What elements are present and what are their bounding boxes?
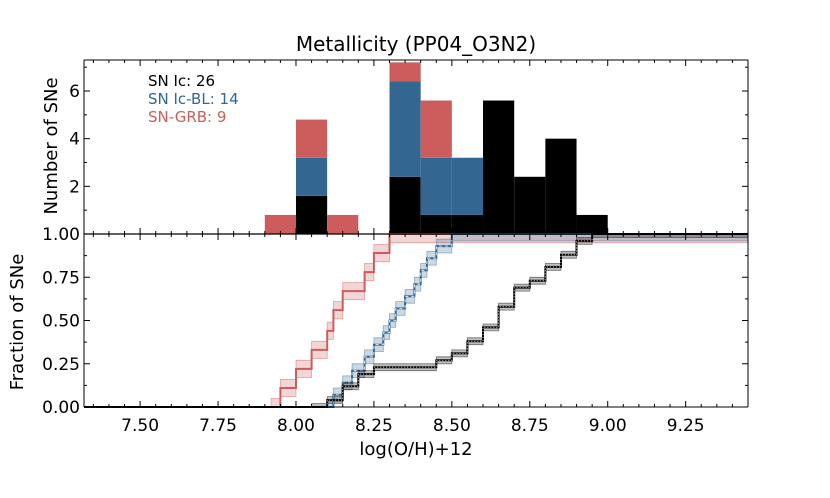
bottom-ytick-label: 0.00 xyxy=(42,398,80,418)
bar-sn-ic-8 xyxy=(514,176,546,234)
xtick-label: 8.00 xyxy=(277,416,315,436)
bottom-ytick-label: 0.75 xyxy=(42,268,80,288)
series-sn-ic-bl xyxy=(295,81,484,215)
xtick-label: 9.25 xyxy=(667,416,705,436)
bottom-ytick-label: 0.50 xyxy=(42,312,80,332)
bottom-ytick-label: 0.25 xyxy=(42,355,80,375)
top-y-axis-label: Number of SNe xyxy=(41,77,62,214)
bar-sn-ic-bl-4 xyxy=(389,81,421,177)
legend-entry-sn-ic: SN Ic: 26 xyxy=(148,72,215,90)
series-sn-grb xyxy=(264,62,452,234)
top-ytick-label: 2 xyxy=(69,177,80,197)
bar-sn-ic-4 xyxy=(389,176,421,234)
bar-sn-grb-5 xyxy=(420,100,452,158)
bar-sn-grb-1 xyxy=(295,119,328,158)
bottom-y-axis-label: Fraction of SNe xyxy=(7,254,28,391)
x-axis-label: log(O/H)+12 xyxy=(359,439,472,460)
top-ytick-label: 6 xyxy=(69,82,80,102)
bar-sn-ic-7 xyxy=(483,100,515,235)
xtick-label: 9.00 xyxy=(589,416,627,436)
bar-sn-grb-0 xyxy=(264,214,296,234)
bar-sn-grb-4 xyxy=(389,62,421,82)
xtick-label: 8.25 xyxy=(355,416,393,436)
bar-sn-ic-9 xyxy=(545,138,577,234)
cumulative-plot: 0.00 0.25 0.50 0.75 1.00 7.50 7.75 8.00 8.25 8.50… xyxy=(42,225,749,436)
bar-sn-ic-6 xyxy=(451,214,484,234)
legend-entry-sn-ic-bl: SN Ic-BL: 14 xyxy=(148,90,239,108)
series-sn-ic xyxy=(295,100,608,235)
bar-sn-grb-2 xyxy=(327,214,359,234)
bar-sn-ic-10 xyxy=(576,214,608,234)
xtick-label: 8.50 xyxy=(433,416,471,436)
chart-title: Metallicity (PP04_O3N2) xyxy=(296,32,536,56)
bottom-axes: 0.00 0.25 0.50 0.75 1.00 7.50 7.75 8.00 8.25 8.50… xyxy=(42,225,749,436)
bar-sn-ic-bl-6 xyxy=(451,157,484,215)
histogram-plot: 2 4 6 xyxy=(69,59,749,235)
bottom-ytick-label: 1.00 xyxy=(42,225,80,245)
cdf-line-sn-ic xyxy=(84,233,748,408)
legend-entry-sn-grb: SN-GRB: 9 xyxy=(148,108,226,126)
legend: SN Ic: 26 SN Ic-BL: 14 SN-GRB: 9 xyxy=(148,72,239,126)
bar-sn-ic-bl-5 xyxy=(420,157,452,215)
xtick-label: 8.75 xyxy=(511,416,549,436)
bar-sn-ic-1 xyxy=(295,195,328,234)
bar-sn-ic-5 xyxy=(420,214,452,234)
top-ytick-label: 4 xyxy=(69,130,80,150)
bar-sn-ic-bl-1 xyxy=(295,157,328,196)
xtick-label: 7.75 xyxy=(199,416,237,436)
xtick-label: 7.50 xyxy=(121,416,159,436)
